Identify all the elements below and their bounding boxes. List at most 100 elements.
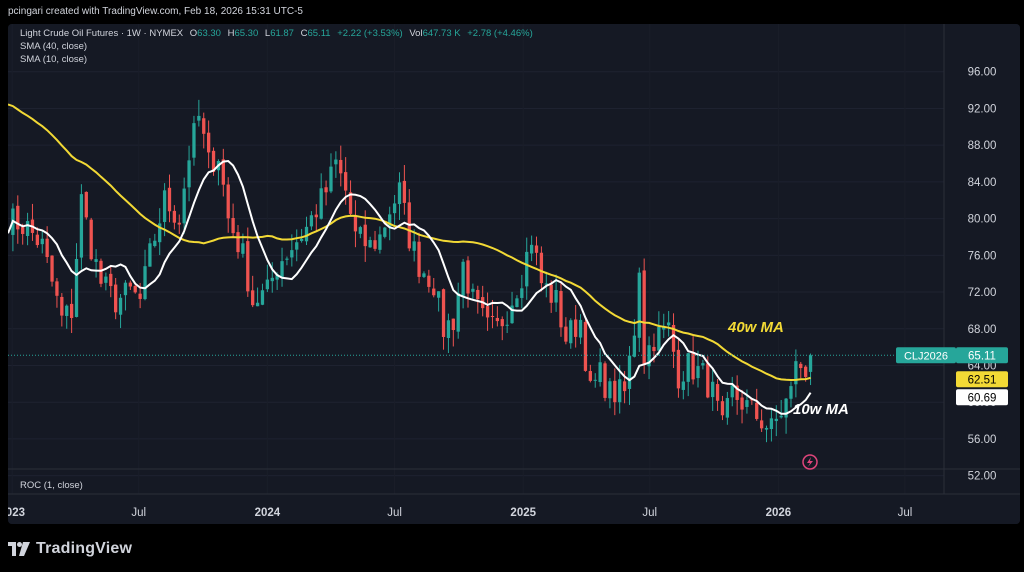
candle-body	[79, 194, 84, 258]
candle-body	[764, 427, 769, 430]
sma40-line	[8, 103, 811, 382]
candle-body	[740, 397, 744, 410]
candle-body	[515, 298, 519, 308]
candle-body	[569, 320, 573, 344]
candle-body	[324, 187, 328, 193]
candle-body	[35, 234, 40, 246]
candle-body	[172, 210, 177, 223]
tradingview-logo: TradingView	[8, 540, 132, 558]
candle-body	[618, 379, 622, 403]
candle-body	[490, 316, 495, 318]
price-tag-last-box	[956, 347, 1008, 364]
candle-body	[241, 243, 245, 254]
plot-background	[8, 24, 1020, 524]
candle-body	[353, 215, 358, 232]
candle-body	[392, 203, 397, 214]
candle-body	[789, 386, 793, 399]
candle-body	[735, 385, 739, 400]
candle-body	[246, 241, 250, 292]
candle-body	[221, 159, 225, 185]
candle-body	[402, 180, 407, 203]
chart-panel[interactable]: 96.00 92.00 88.00 84.00 80.00 76.00 72.00 68.00…	[8, 24, 1020, 524]
tradingview-logo-icon	[8, 542, 30, 556]
candle-body	[549, 284, 553, 303]
y-tick-label: 80.00	[968, 214, 997, 226]
candle-body	[539, 252, 544, 284]
instrument-name: Light Crude Oil Futures · 1W · NYMEX	[20, 28, 184, 39]
price-tag-sma10: 60.69	[968, 392, 997, 404]
candle-body	[412, 241, 416, 251]
candle-body	[647, 345, 651, 367]
candle-body	[202, 118, 206, 134]
y-tick-label: 92.00	[968, 103, 997, 115]
roc-legend[interactable]: ROC (1, close)	[20, 480, 83, 491]
candle-body	[334, 159, 338, 165]
candle-body	[461, 261, 465, 296]
candle-body	[706, 363, 710, 398]
open-value: 63.30	[197, 28, 221, 39]
y-tick-label: 56.00	[968, 434, 997, 446]
candle-body	[383, 227, 387, 237]
candle-body	[231, 217, 235, 234]
candle-body	[715, 384, 720, 401]
candle-body	[671, 324, 676, 352]
volume-value: 647.73 K	[422, 28, 461, 39]
candle-body	[99, 260, 103, 284]
candle-body	[211, 150, 216, 172]
candle-body	[197, 115, 201, 121]
candle-body	[432, 288, 436, 296]
candle-body	[265, 279, 270, 290]
candle-body	[711, 381, 715, 398]
candle-body	[652, 346, 656, 352]
candle-body	[495, 317, 500, 322]
candlestick-chart[interactable]: 96.00 92.00 88.00 84.00 80.00 76.00 72.00 68.00…	[8, 24, 1020, 524]
candle-body	[21, 227, 25, 234]
candle-body	[745, 400, 749, 407]
legend-sma10[interactable]: SMA (10, close)	[20, 54, 88, 65]
x-tick-label: Jul	[898, 507, 913, 519]
candle-body	[578, 319, 583, 338]
candle-body	[182, 188, 186, 224]
candle-body	[593, 379, 597, 381]
x-tick-label: Jul	[642, 507, 657, 519]
candle-body	[446, 320, 451, 338]
legend-sma40[interactable]: SMA (40, close)	[20, 41, 88, 52]
candle-body	[574, 319, 578, 337]
candle-body	[89, 219, 93, 260]
candle-body	[417, 241, 421, 277]
sma10-line	[8, 159, 812, 415]
candle-body	[270, 277, 274, 282]
price-tag-sma10-box	[956, 389, 1008, 406]
annotation-40w-ma: 40w MA	[727, 319, 784, 336]
candle-body	[192, 123, 196, 158]
candle-body	[427, 275, 431, 287]
candle-body	[314, 214, 318, 218]
price-change: +2.22 (+3.53%)	[337, 28, 403, 39]
candle-body	[60, 296, 64, 316]
price-tag-sma40: 62.51	[968, 374, 997, 386]
y-tick-label: 68.00	[968, 324, 997, 336]
candle-body	[25, 221, 30, 236]
candle-body	[608, 381, 612, 399]
low-label: L	[264, 28, 271, 39]
candle-body	[686, 353, 690, 382]
candle-body	[666, 322, 671, 326]
candle-body	[554, 289, 558, 303]
candle-body	[373, 240, 377, 249]
candle-body	[613, 380, 617, 403]
y-tick-label: 72.00	[968, 287, 997, 299]
candle-body	[441, 289, 446, 337]
candle-body	[691, 352, 695, 380]
candle-body	[769, 418, 774, 430]
candle-body	[436, 291, 441, 298]
candle-body	[69, 303, 74, 318]
candle-body	[226, 184, 230, 219]
lightning-alert-icon[interactable]	[802, 454, 818, 470]
candle-body	[388, 214, 392, 227]
candle-body	[804, 366, 808, 377]
x-tick-label: 2026	[766, 507, 792, 519]
candle-body	[236, 232, 240, 253]
candle-body	[808, 355, 813, 372]
candle-body	[304, 226, 309, 242]
candle-body	[363, 224, 367, 247]
